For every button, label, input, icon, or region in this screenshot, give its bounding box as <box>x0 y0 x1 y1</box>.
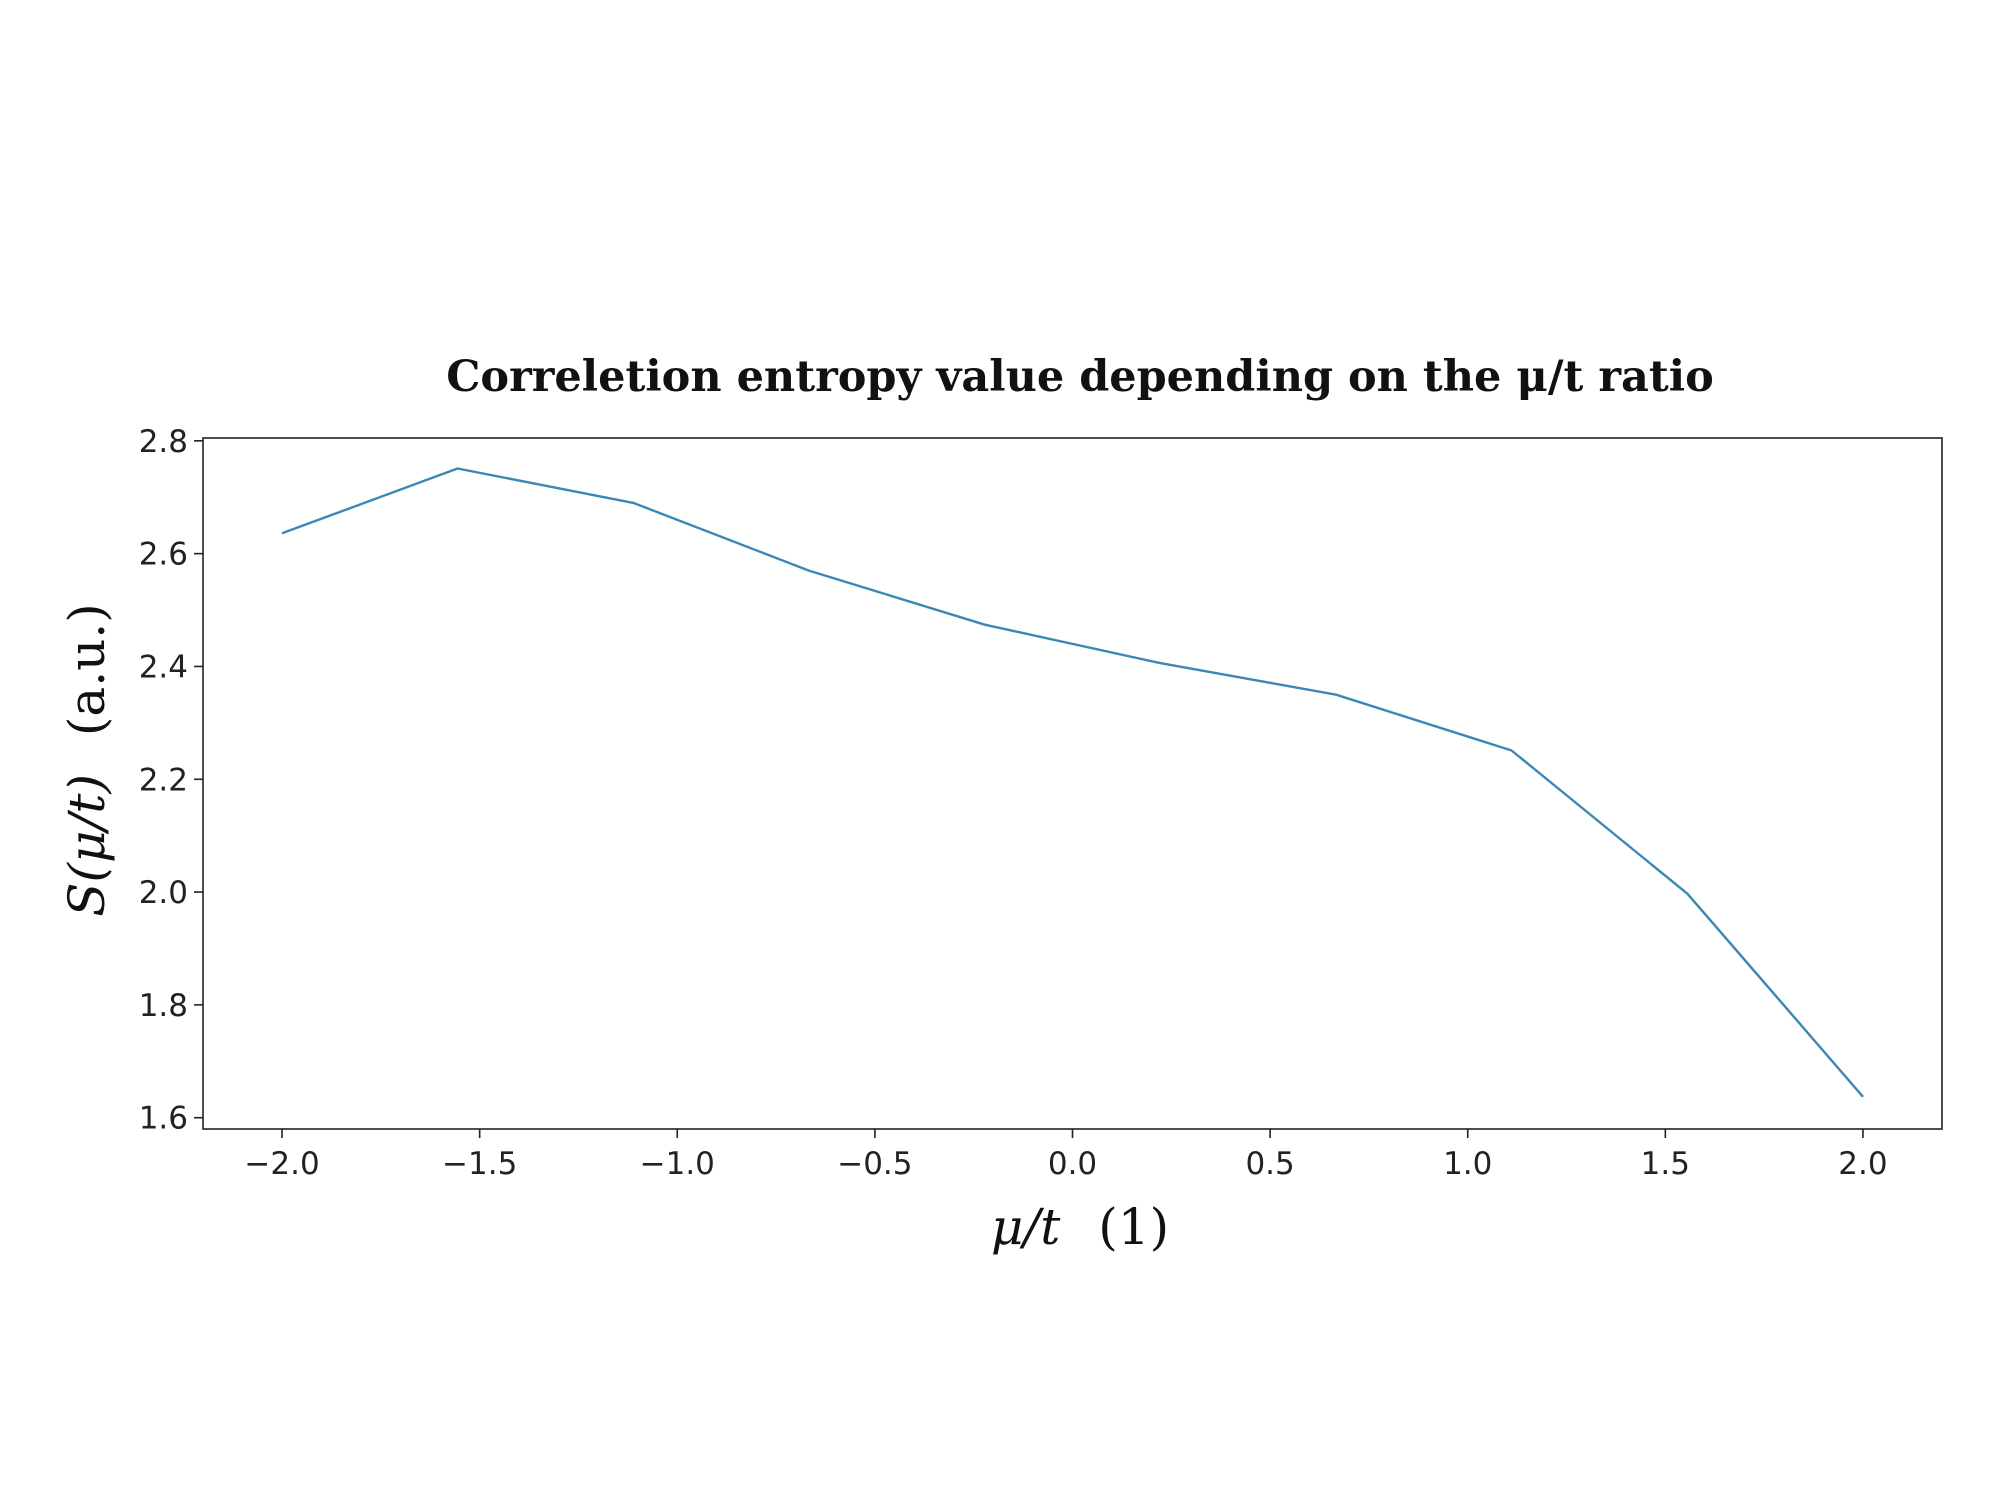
y-axis: 1.6 1.8 2.0 2.2 2.4 2.6 2.8 <box>139 424 203 1137</box>
y-tick-label: 1.8 <box>139 988 188 1024</box>
x-tick-label: 0.0 <box>1048 1146 1097 1182</box>
y-tick-label: 2.6 <box>139 537 188 573</box>
y-tick-label: 1.6 <box>139 1101 188 1137</box>
x-tick-label: 0.5 <box>1245 1146 1294 1182</box>
y-tick-label: 2.2 <box>139 762 188 798</box>
x-tick-label: 1.0 <box>1443 1146 1492 1182</box>
chart-title: Correletion entropy value depending on t… <box>446 352 1714 402</box>
x-axis-label-unit: (1) <box>1098 1198 1169 1256</box>
y-axis-label-unit: (a.u.) <box>58 603 116 736</box>
x-tick-label: 1.5 <box>1641 1146 1690 1182</box>
x-tick-label: 2.0 <box>1838 1146 1887 1182</box>
y-tick-label: 2.0 <box>139 875 188 911</box>
y-tick-label: 2.4 <box>139 649 188 685</box>
y-axis-label-variable: S(μ/t) <box>58 774 116 917</box>
x-tick-label: −1.5 <box>442 1146 517 1182</box>
x-tick-label: −2.0 <box>244 1146 319 1182</box>
x-axis-label-variable: μ/t <box>991 1198 1061 1256</box>
series-line <box>281 467 1864 1098</box>
series-layer <box>281 467 1864 1098</box>
plot-frame <box>202 437 1943 1130</box>
x-tick-label: −1.0 <box>640 1146 715 1182</box>
y-axis-label: S(μ/t) (a.u.) <box>58 603 116 916</box>
x-axis-label: μ/t (1) <box>991 1198 1169 1256</box>
x-tick-label: −0.5 <box>837 1146 912 1182</box>
y-tick-label: 2.8 <box>139 424 188 460</box>
x-axis: −2.0 −1.5 −1.0 −0.5 0.0 0.5 1.0 1.5 2.0 <box>244 1129 1888 1182</box>
